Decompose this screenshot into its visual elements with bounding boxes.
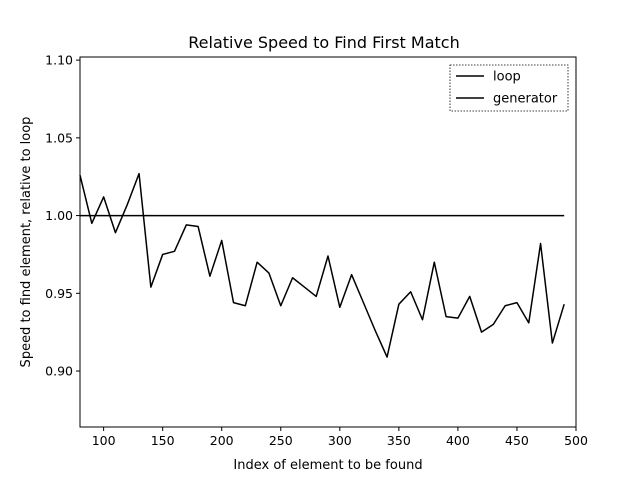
y-tick-label: 0.95 <box>45 286 73 301</box>
y-axis: 0.90 0.95 1.00 1.05 1.10 <box>45 53 80 379</box>
y-tick-label: 0.90 <box>45 364 73 379</box>
y-tick-label: 1.05 <box>45 130 73 145</box>
x-tick-label: 150 <box>151 433 175 448</box>
x-tick-label: 200 <box>210 433 234 448</box>
y-tick-label: 1.00 <box>45 208 73 223</box>
x-tick-label: 450 <box>505 433 529 448</box>
plot-area <box>79 56 577 428</box>
y-tick-label: 1.10 <box>45 53 73 68</box>
x-tick-label: 300 <box>328 433 352 448</box>
x-tick-label: 400 <box>446 433 470 448</box>
x-axis: 100 150 200 250 300 350 400 450 500 <box>92 427 588 448</box>
legend-label-loop: loop <box>493 70 521 85</box>
x-tick-label: 250 <box>269 433 293 448</box>
x-tick-label: 100 <box>92 433 116 448</box>
x-tick-label: 350 <box>387 433 411 448</box>
plot-background <box>80 57 576 427</box>
series-layer <box>79 172 565 358</box>
x-axis-label: Index of element to be found <box>233 458 422 473</box>
chart-title: Relative Speed to Find First Match <box>188 33 459 52</box>
legend: loop generator <box>449 64 569 112</box>
plot-frame <box>79 56 577 428</box>
x-tick-label: 500 <box>564 433 588 448</box>
legend-label-generator: generator <box>493 92 558 107</box>
legend-box <box>449 64 569 112</box>
series-line-generator <box>79 172 565 358</box>
y-axis-label: Speed to find element, relative to loop <box>19 117 34 368</box>
